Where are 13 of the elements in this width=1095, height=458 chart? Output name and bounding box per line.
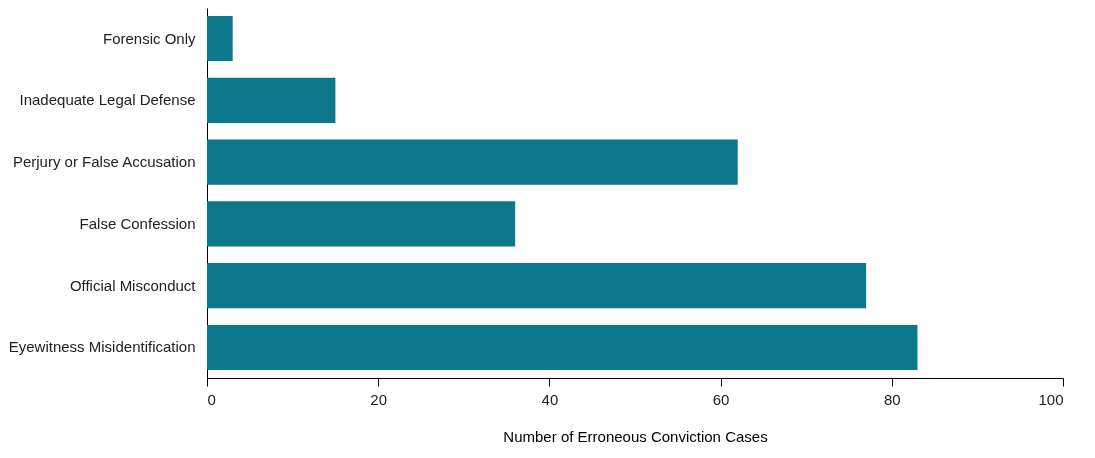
y-tick-label: Eyewitness Misidentification [8, 338, 196, 356]
y-tick-label: False Confession [79, 214, 196, 232]
x-axis-title: Number of Erroneous Conviction Cases [503, 427, 768, 445]
x-tick-label: 100 [1038, 390, 1064, 408]
x-tick-label: 20 [370, 390, 388, 408]
y-tick-label: Perjury or False Accusation [12, 153, 196, 171]
x-tick-label: 40 [541, 390, 559, 408]
x-tick-label: 0 [207, 390, 216, 408]
x-tick-label: 60 [712, 390, 730, 408]
y-tick-label: Forensic Only [102, 29, 196, 47]
x-tick-label: 80 [883, 390, 901, 408]
y-tick-label: Official Misconduct [69, 276, 197, 294]
y-tick-label: Inadequate Legal Defense [19, 91, 196, 109]
